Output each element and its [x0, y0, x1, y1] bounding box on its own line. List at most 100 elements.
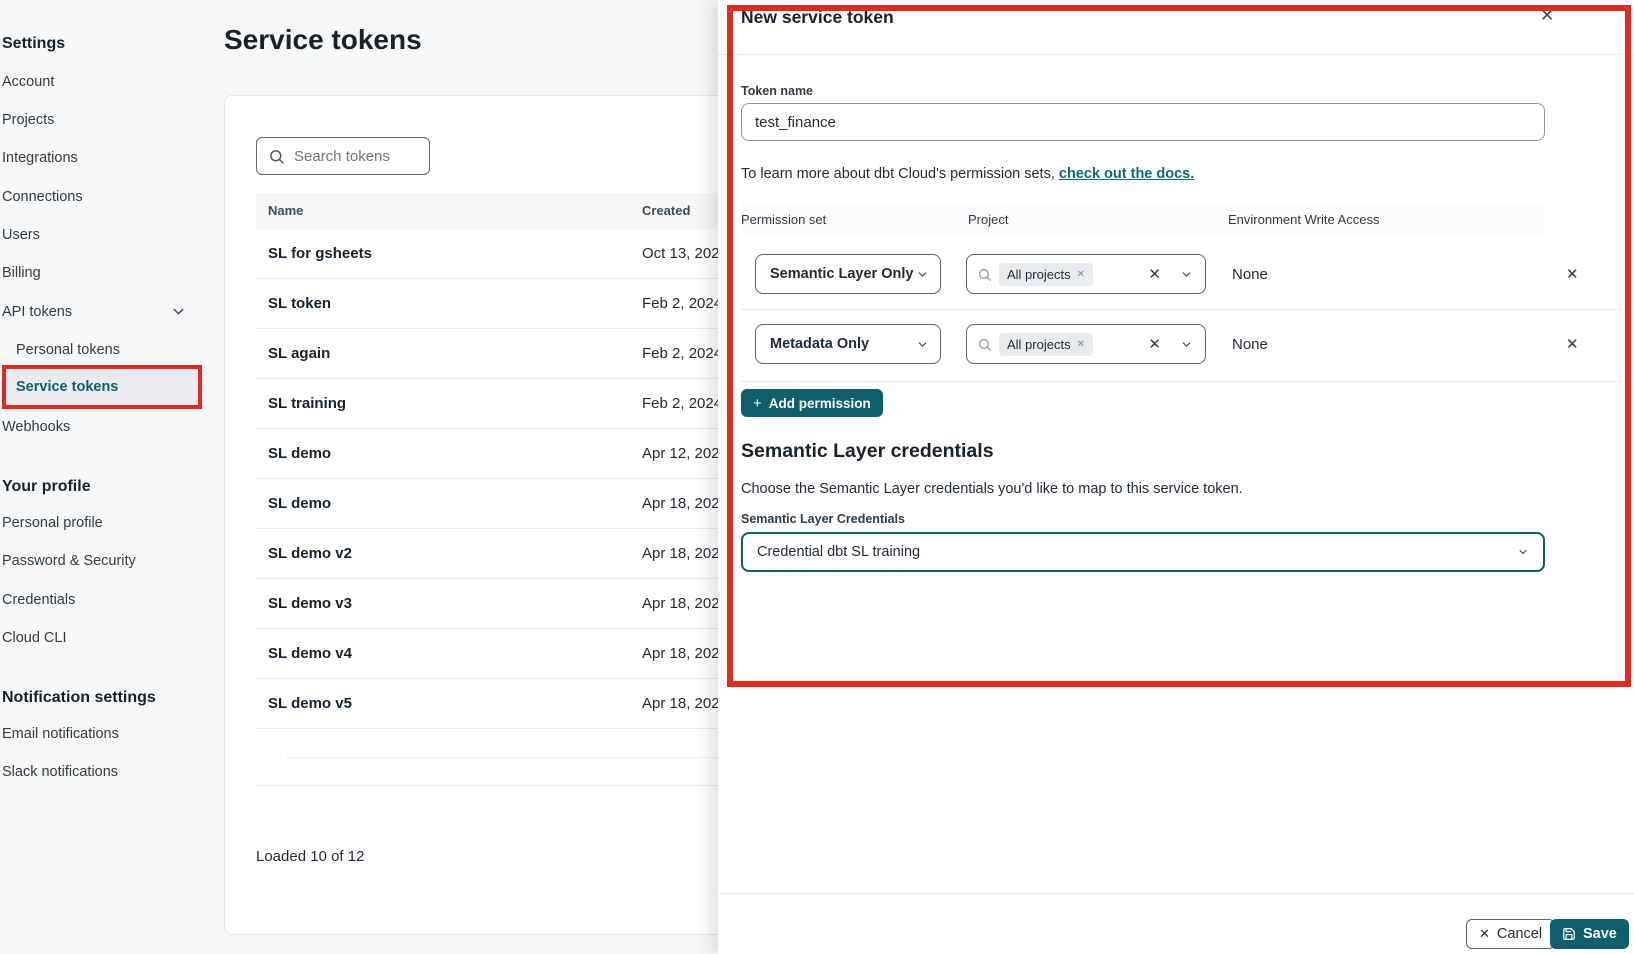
search-icon — [977, 267, 992, 282]
token-name-label: Token name — [741, 84, 814, 98]
column-project: Project — [968, 212, 1009, 227]
token-name-cell: SL demo v2 — [268, 545, 352, 562]
close-icon: ✕ — [1479, 926, 1490, 941]
sidebar-item-slack-notifications[interactable]: Slack notifications — [2, 764, 119, 780]
sidebar-item-api-tokens[interactable]: API tokens — [2, 304, 73, 320]
token-name-input[interactable] — [741, 103, 1545, 141]
sidebar-item-webhooks[interactable]: Webhooks — [2, 419, 71, 435]
chevron-down-icon — [1517, 546, 1529, 558]
permission-set-select[interactable]: Semantic Layer Only — [755, 254, 941, 294]
token-name-cell: SL demo v5 — [268, 695, 352, 712]
docs-link[interactable]: check out the docs. — [1058, 166, 1195, 182]
permission-set-select[interactable]: Metadata Only — [755, 324, 941, 364]
save-label: Save — [1583, 926, 1617, 942]
drawer-title: New service token — [741, 7, 894, 27]
permission-set-value: Semantic Layer Only — [770, 266, 914, 282]
project-chip: All projects ✕ — [999, 332, 1093, 356]
notification-heading: Notification settings — [2, 689, 156, 706]
token-created-cell: Feb 2, 2024, 2 — [642, 395, 739, 412]
semantic-layer-description: Choose the Semantic Layer credentials yo… — [741, 481, 1243, 497]
token-created-cell: Apr 18, 2024, — [642, 595, 733, 612]
close-icon[interactable]: ✕ — [1540, 6, 1555, 25]
column-name: Name — [268, 203, 304, 218]
sidebar-item-credentials[interactable]: Credentials — [2, 592, 76, 608]
sidebar-active-highlight — [6, 371, 198, 405]
semantic-layer-credentials-label: Semantic Layer Credentials — [741, 512, 905, 526]
sidebar-item-personal-tokens[interactable]: Personal tokens — [16, 342, 120, 358]
token-name-cell: SL training — [268, 395, 347, 412]
project-chip-label: All projects — [1007, 266, 1071, 282]
token-created-cell: Apr 12, 2024, — [642, 445, 733, 462]
loaded-count: Loaded 10 of 12 — [256, 848, 365, 865]
divider — [741, 309, 1619, 310]
column-created: Created — [642, 203, 691, 218]
sidebar-item-users[interactable]: Users — [2, 227, 40, 243]
sidebar-item-account[interactable]: Account — [2, 74, 55, 90]
chevron-down-icon[interactable] — [170, 303, 187, 320]
token-name-cell: SL again — [268, 345, 331, 362]
token-name-cell: SL token — [268, 295, 332, 312]
sidebar-item-password-security[interactable]: Password & Security — [2, 553, 136, 569]
token-name-cell: SL demo v3 — [268, 595, 352, 612]
permission-set-value: Metadata Only — [770, 336, 870, 352]
token-name-cell: SL demo — [268, 495, 332, 512]
project-chip-label: All projects — [1007, 336, 1071, 352]
add-permission-label: Add permission — [768, 395, 871, 411]
search-icon — [268, 148, 285, 165]
sidebar-item-service-tokens[interactable]: Service tokens — [16, 379, 119, 395]
page-title: Service tokens — [224, 24, 422, 55]
settings-heading: Settings — [2, 35, 66, 52]
chip-remove-icon[interactable]: ✕ — [1076, 268, 1085, 280]
env-write-value: None — [1232, 266, 1268, 283]
new-service-token-drawer: New service token ✕ Token name To learn … — [718, 0, 1634, 954]
search-tokens-box — [256, 137, 430, 175]
project-multiselect[interactable]: All projects ✕ ✕ — [966, 254, 1206, 294]
chevron-down-icon — [1180, 338, 1193, 351]
sidebar-item-billing[interactable]: Billing — [2, 265, 41, 281]
column-permission-set: Permission set — [741, 212, 827, 227]
cancel-button[interactable]: ✕ Cancel — [1466, 919, 1556, 949]
permission-table-header — [741, 203, 1545, 236]
divider — [741, 381, 1619, 382]
token-created-cell: Apr 18, 2024, — [642, 545, 733, 562]
sidebar-item-email-notifications[interactable]: Email notifications — [2, 726, 119, 742]
search-icon — [977, 337, 992, 352]
token-created-cell: Feb 2, 2024, 1 — [642, 295, 739, 312]
sidebar-item-projects[interactable]: Projects — [2, 112, 55, 128]
drawer-footer: ✕ Cancel Save — [718, 893, 1634, 954]
project-chip: All projects ✕ — [999, 262, 1093, 286]
semantic-layer-credentials-value: Credential dbt SL training — [757, 544, 921, 560]
save-button[interactable]: Save — [1550, 919, 1629, 949]
token-created-cell: Apr 18, 2024, — [642, 645, 733, 662]
settings-sidebar: Settings Account Projects Integrations C… — [0, 0, 213, 954]
docs-helper-text: To learn more about dbt Cloud's permissi… — [741, 166, 1194, 182]
token-name-cell: SL for gsheets — [268, 245, 372, 262]
token-created-cell: Apr 18, 2024, — [642, 495, 733, 512]
sidebar-item-integrations[interactable]: Integrations — [2, 150, 78, 166]
save-icon — [1562, 927, 1576, 941]
plus-icon: + — [753, 394, 762, 412]
remove-row-icon[interactable]: ✕ — [1566, 336, 1579, 353]
token-name-cell: SL demo — [268, 445, 332, 462]
token-created-cell: Apr 18, 2024, — [642, 695, 733, 712]
chevron-down-icon — [916, 268, 929, 281]
semantic-layer-heading: Semantic Layer credentials — [741, 440, 994, 462]
cancel-label: Cancel — [1496, 926, 1543, 942]
search-input[interactable] — [294, 147, 419, 165]
drawer-header: New service token ✕ — [718, 0, 1634, 55]
docs-prefix: To learn more about dbt Cloud's permissi… — [741, 166, 1059, 182]
profile-heading: Your profile — [2, 478, 91, 495]
project-multiselect[interactable]: All projects ✕ ✕ — [966, 324, 1206, 364]
chip-remove-icon[interactable]: ✕ — [1076, 338, 1085, 350]
add-permission-button[interactable]: + Add permission — [741, 389, 883, 417]
sidebar-item-personal-profile[interactable]: Personal profile — [2, 515, 103, 531]
semantic-layer-credentials-select[interactable]: Credential dbt SL training — [741, 532, 1545, 572]
sidebar-item-cloud-cli[interactable]: Cloud CLI — [2, 630, 67, 646]
token-created-cell: Feb 2, 2024, 1 — [642, 345, 739, 362]
clear-icon[interactable]: ✕ — [1148, 336, 1161, 353]
sidebar-item-connections[interactable]: Connections — [2, 189, 83, 205]
remove-row-icon[interactable]: ✕ — [1566, 266, 1579, 283]
column-env-write: Environment Write Access — [1228, 212, 1380, 227]
clear-icon[interactable]: ✕ — [1148, 266, 1161, 283]
